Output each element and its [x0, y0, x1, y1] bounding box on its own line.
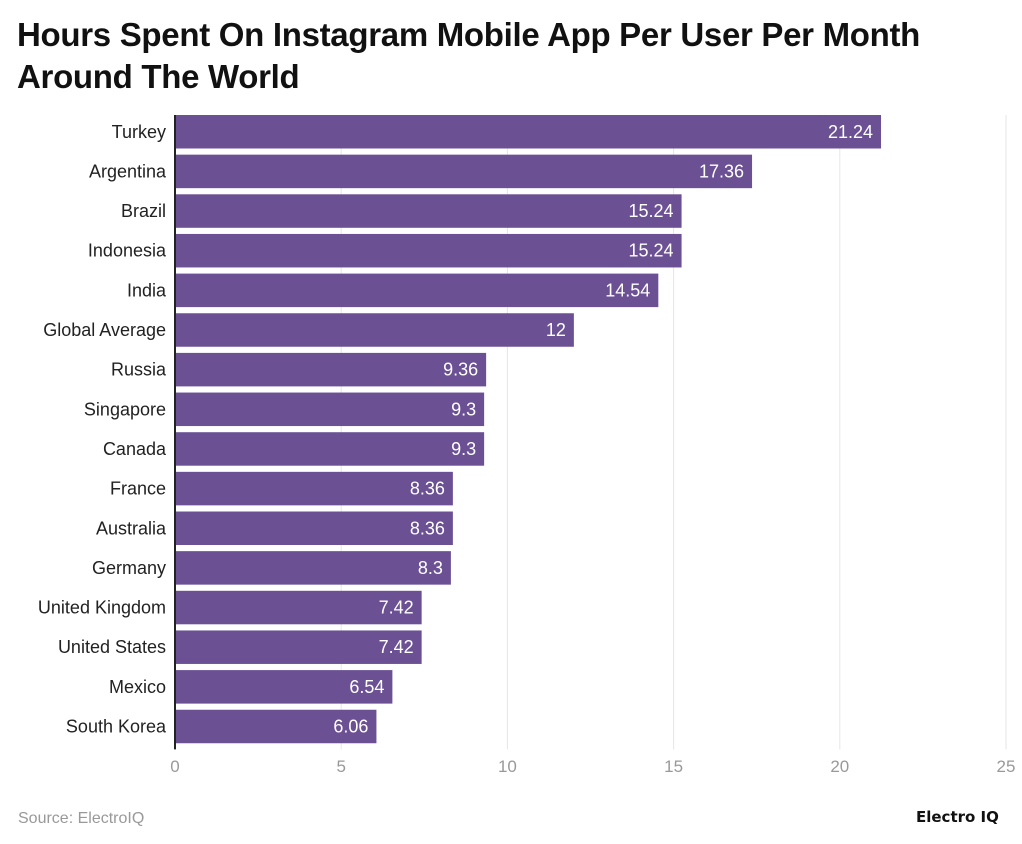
bar — [175, 670, 393, 704]
category-label: Mexico — [109, 677, 166, 697]
bar — [175, 630, 422, 664]
bar — [175, 709, 377, 744]
bar — [175, 590, 422, 625]
data-label: 6.54 — [349, 677, 384, 697]
category-label: Germany — [92, 558, 166, 578]
data-label: 8.36 — [410, 518, 445, 538]
data-label: 14.54 — [605, 280, 650, 300]
data-label: 15.24 — [629, 201, 674, 221]
category-label: Russia — [111, 360, 167, 380]
bar — [175, 154, 753, 189]
category-label: Argentina — [89, 161, 167, 181]
electroiq-logo: Electro IQ — [916, 808, 999, 826]
category-label: Australia — [96, 518, 167, 538]
category-label: France — [110, 479, 166, 499]
bar — [175, 194, 682, 228]
bar — [175, 313, 574, 347]
data-label: 9.36 — [443, 360, 478, 380]
chart-title: Hours Spent On Instagram Mobile App Per … — [17, 16, 921, 95]
data-label: 21.24 — [828, 122, 873, 142]
category-label: United States — [58, 637, 166, 657]
category-label: United Kingdom — [38, 598, 166, 618]
bar — [175, 115, 882, 149]
bar — [175, 352, 487, 387]
data-label: 8.3 — [418, 558, 443, 578]
category-label: South Korea — [66, 717, 167, 737]
x-tick-label: 15 — [664, 757, 683, 776]
category-label: Singapore — [84, 399, 166, 419]
source-note: Source: ElectroIQ — [18, 810, 145, 827]
data-label: 15.24 — [629, 241, 674, 261]
category-label: Canada — [103, 439, 167, 459]
category-label: India — [127, 280, 167, 300]
data-label: 7.42 — [379, 637, 414, 657]
bar — [175, 432, 485, 466]
data-label: 9.3 — [451, 439, 476, 459]
x-tick-label: 0 — [170, 757, 179, 776]
category-label: Turkey — [112, 122, 166, 142]
x-tick-label: 10 — [498, 757, 517, 776]
category-label: Brazil — [121, 201, 166, 221]
data-label: 17.36 — [699, 161, 744, 181]
category-label: Global Average — [43, 320, 166, 340]
data-label: 6.06 — [333, 717, 368, 737]
bar — [175, 392, 485, 427]
x-tick-label: 20 — [830, 757, 849, 776]
bar — [175, 551, 451, 585]
data-label: 12 — [546, 320, 566, 340]
data-label: 9.3 — [451, 399, 476, 419]
bar — [175, 511, 453, 545]
data-label: 8.36 — [410, 479, 445, 499]
x-tick-label: 25 — [997, 757, 1016, 776]
x-tick-label: 5 — [336, 757, 345, 776]
bar — [175, 233, 682, 268]
data-label: 7.42 — [379, 598, 414, 618]
bar — [175, 471, 453, 506]
bar — [175, 273, 659, 308]
category-label: Indonesia — [88, 241, 167, 261]
